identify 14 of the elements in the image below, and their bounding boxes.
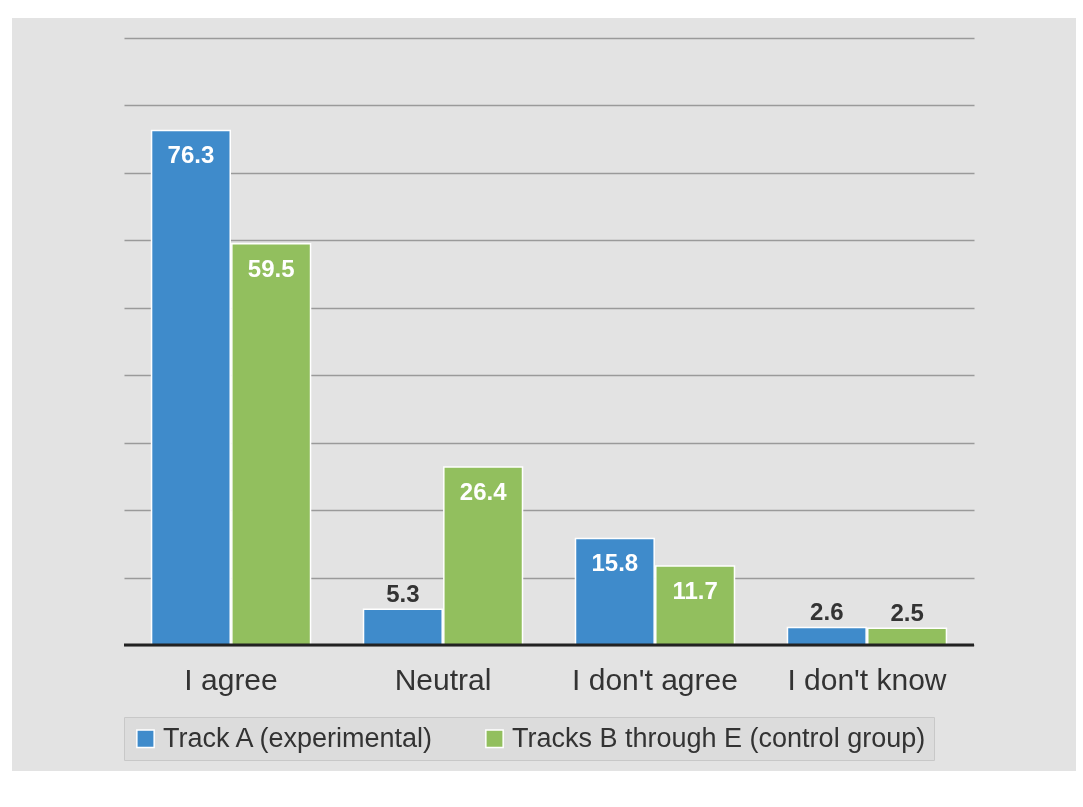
data-label: 59.5 — [247, 254, 295, 282]
data-label: 5.3 — [386, 580, 420, 608]
x-tick-label: Neutral — [394, 662, 492, 696]
data-label: 15.8 — [591, 549, 639, 577]
data-label: 11.7 — [672, 577, 718, 605]
data-label: 2.6 — [810, 598, 844, 626]
x-tick-label: I agree — [184, 662, 278, 696]
legend-label: Track A (experimental) — [163, 722, 433, 753]
legend-label: Tracks B through E (control group) — [512, 722, 926, 753]
x-tick-label: I don't know — [787, 662, 947, 696]
data-label: 76.3 — [167, 141, 215, 169]
data-label: 2.5 — [890, 599, 924, 627]
x-tick-label: I don't agree — [572, 662, 738, 696]
data-label: 26.4 — [459, 477, 508, 505]
